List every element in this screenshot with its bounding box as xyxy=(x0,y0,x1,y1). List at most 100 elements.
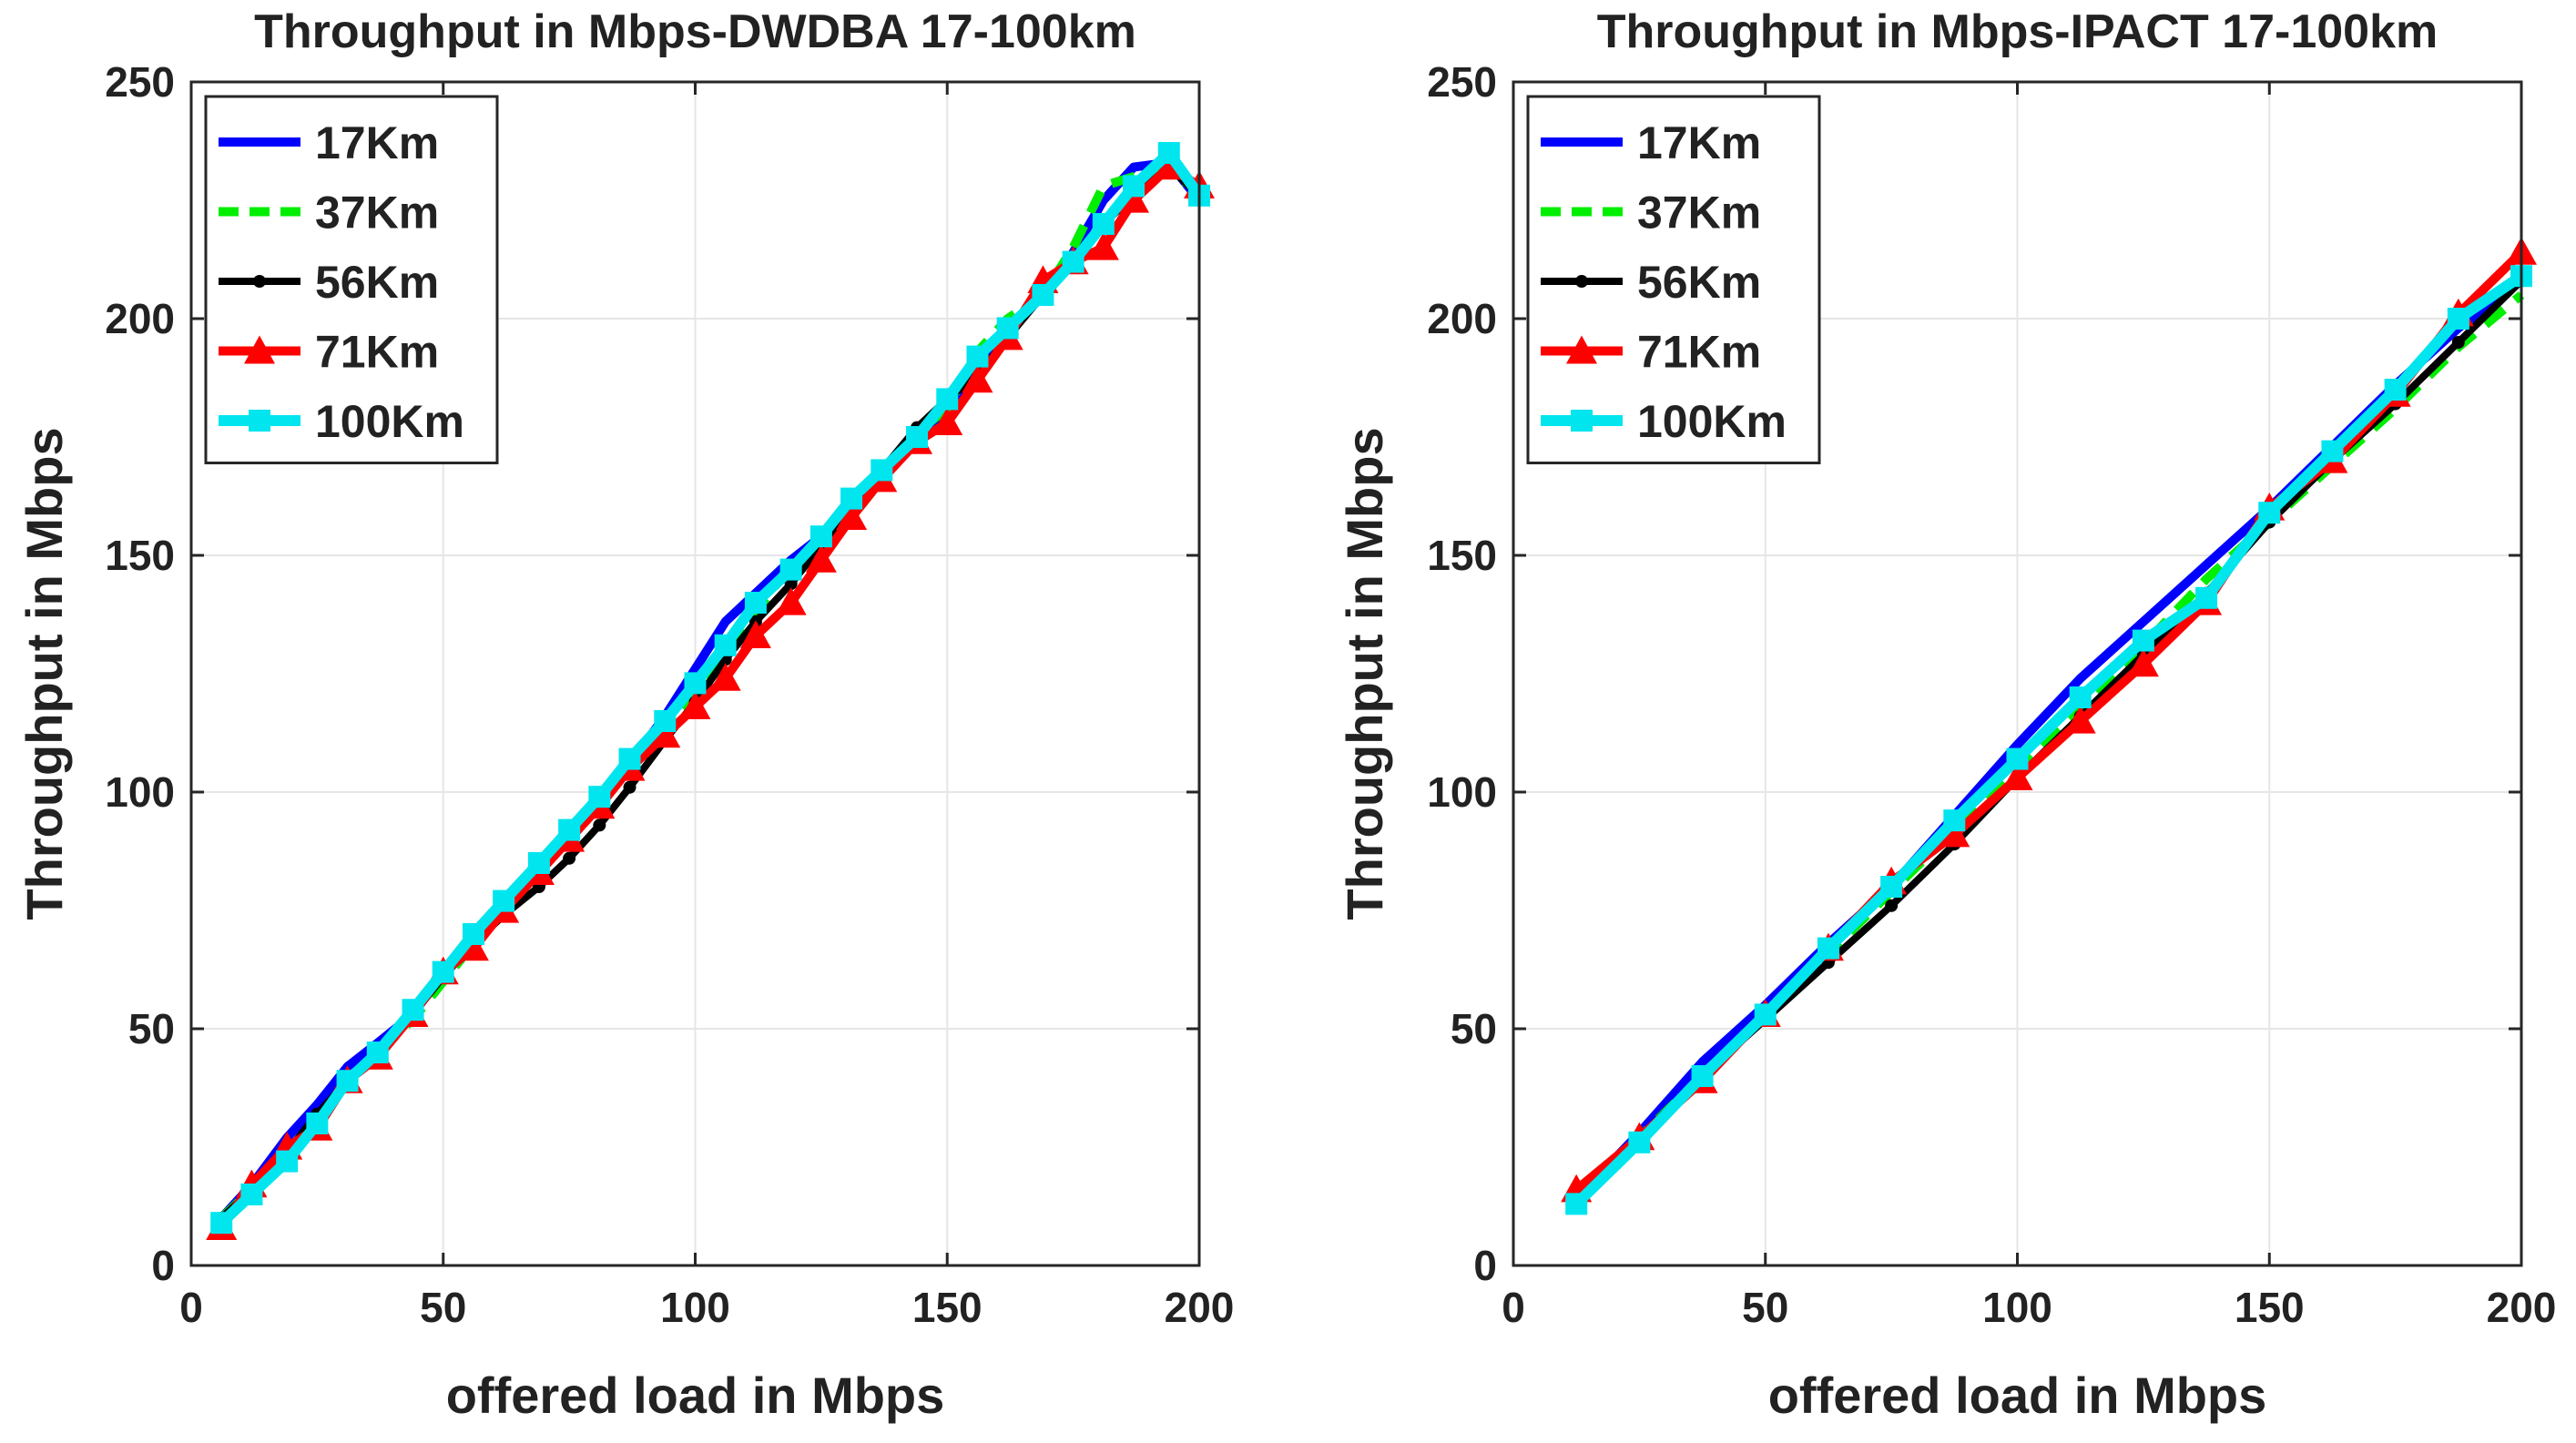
legend-label-17Km: 17Km xyxy=(315,117,439,168)
data-point-100Km xyxy=(558,818,581,841)
data-point-100Km xyxy=(306,1113,329,1134)
y-tick-label: 250 xyxy=(1427,58,1497,106)
y-tick-label: 0 xyxy=(151,1242,175,1289)
data-point-71Km xyxy=(679,691,711,719)
data-point-100Km xyxy=(618,747,641,770)
data-point-71Km xyxy=(775,587,807,615)
data-point-100Km xyxy=(1628,1131,1651,1153)
x-tick-label: 150 xyxy=(912,1284,983,1331)
data-point-100Km xyxy=(462,923,484,945)
series-line-37Km xyxy=(1573,291,2525,1203)
y-tick-label: 200 xyxy=(105,295,175,342)
data-point-71Km xyxy=(2001,762,2033,790)
legend-label-56Km: 56Km xyxy=(315,257,439,308)
data-point-100Km xyxy=(1062,250,1084,273)
chart-panel-1: 0 50 100 150 200 0 50 100 150 200 250 Throughput in… xyxy=(15,5,1234,1424)
data-point-100Km xyxy=(336,1070,359,1092)
data-point-100Km xyxy=(936,388,959,411)
data-point-56Km xyxy=(563,851,576,865)
data-point-71Km xyxy=(962,364,993,393)
data-point-56Km xyxy=(784,577,798,591)
data-point-71Km xyxy=(836,502,868,530)
data-point-100Km xyxy=(906,426,929,448)
data-point-100Km xyxy=(1565,1193,1588,1215)
y-axis-label: Throughput in Mbps xyxy=(15,427,73,920)
data-point-100Km xyxy=(966,345,989,368)
data-point-100Km xyxy=(527,852,550,874)
legend-marker-71Km xyxy=(1566,335,1597,364)
data-point-100Km xyxy=(432,960,454,983)
x-axis-label: offered load in Mbps xyxy=(446,1367,945,1424)
data-point-100Km xyxy=(2321,440,2344,462)
data-point-100Km xyxy=(1943,809,1966,832)
x-tick-label: 200 xyxy=(2487,1284,2557,1331)
chart-panel-2: 0 50 100 150 200 0 50 100 150 200 250 Throughput in… xyxy=(1336,5,2556,1424)
data-point-71Km xyxy=(1118,185,1150,213)
data-point-100Km xyxy=(588,786,611,808)
legend-label-37Km: 37Km xyxy=(315,188,439,239)
data-point-100Km xyxy=(2258,502,2281,524)
legend-label-56Km: 56Km xyxy=(1637,257,1761,308)
legend: 17Km 37Km 56Km 71Km 100Km xyxy=(1526,95,1821,464)
legend-marker-100Km xyxy=(249,410,270,432)
data-point-100Km xyxy=(684,672,707,695)
legend-marker-56Km xyxy=(253,275,266,288)
chart-title: Throughput in Mbps-DWDBA 17-100km xyxy=(254,5,1136,58)
x-axis-label: offered load in Mbps xyxy=(1768,1367,2267,1424)
data-point-71Km xyxy=(457,932,489,961)
x-tick-label: 200 xyxy=(1165,1284,1235,1331)
data-point-100Km xyxy=(493,889,515,912)
data-point-100Km xyxy=(2006,747,2029,770)
y-tick-label: 250 xyxy=(105,58,175,106)
data-point-56Km xyxy=(593,818,606,832)
data-point-100Km xyxy=(1691,1065,1714,1087)
data-point-100Km xyxy=(654,710,677,732)
data-point-56Km xyxy=(2451,336,2465,349)
data-point-100Km xyxy=(402,999,424,1021)
data-point-100Km xyxy=(2132,629,2154,652)
data-point-100Km xyxy=(366,1042,389,1063)
legend: 17Km 37Km 56Km 71Km 100Km xyxy=(204,95,499,464)
data-point-100Km xyxy=(1754,1003,1777,1026)
data-point-71Km xyxy=(1087,232,1119,260)
x-tick-label: 100 xyxy=(660,1284,730,1331)
x-tick-label: 0 xyxy=(1502,1284,1525,1331)
y-tick-label: 150 xyxy=(1427,532,1497,579)
x-tick-label: 0 xyxy=(179,1284,203,1331)
y-tick-label: 100 xyxy=(105,768,175,816)
legend-marker-56Km xyxy=(1575,275,1588,288)
data-point-71Km xyxy=(2064,706,2096,734)
data-point-71Km xyxy=(739,620,771,648)
chart-title: Throughput in Mbps-IPACT 17-100km xyxy=(1597,5,2439,58)
x-tick-label: 50 xyxy=(1742,1284,1788,1331)
data-point-100Km xyxy=(2195,586,2218,609)
y-tick-label: 150 xyxy=(105,532,175,579)
data-point-100Km xyxy=(2384,379,2407,401)
data-point-100Km xyxy=(840,487,863,510)
y-tick-label: 100 xyxy=(1427,768,1497,816)
data-point-100Km xyxy=(1817,937,1839,960)
data-point-100Km xyxy=(871,459,893,482)
data-point-71Km xyxy=(932,407,963,435)
data-point-100Km xyxy=(1157,142,1180,164)
data-point-100Km xyxy=(1092,213,1115,235)
data-point-100Km xyxy=(2447,308,2469,330)
y-tick-label: 50 xyxy=(128,1005,175,1052)
data-point-71Km xyxy=(2127,648,2159,677)
legend-label-100Km: 100Km xyxy=(315,396,464,447)
legend-label-17Km: 17Km xyxy=(1637,117,1761,168)
legend-marker-100Km xyxy=(1571,410,1593,432)
x-tick-label: 150 xyxy=(2235,1284,2305,1331)
series-line-100Km xyxy=(1571,270,2527,1210)
data-point-100Km xyxy=(240,1184,263,1205)
data-point-100Km xyxy=(1880,876,1903,898)
y-tick-label: 0 xyxy=(1473,1242,1497,1289)
legend-label-37Km: 37Km xyxy=(1637,188,1761,239)
legend-marker-71Km xyxy=(244,335,275,364)
data-point-71Km xyxy=(805,544,837,573)
data-point-100Km xyxy=(714,634,737,656)
y-tick-label: 50 xyxy=(1451,1005,1497,1052)
x-tick-label: 100 xyxy=(1982,1284,2052,1331)
data-point-71Km xyxy=(649,719,681,748)
data-point-71Km xyxy=(1939,818,1970,848)
